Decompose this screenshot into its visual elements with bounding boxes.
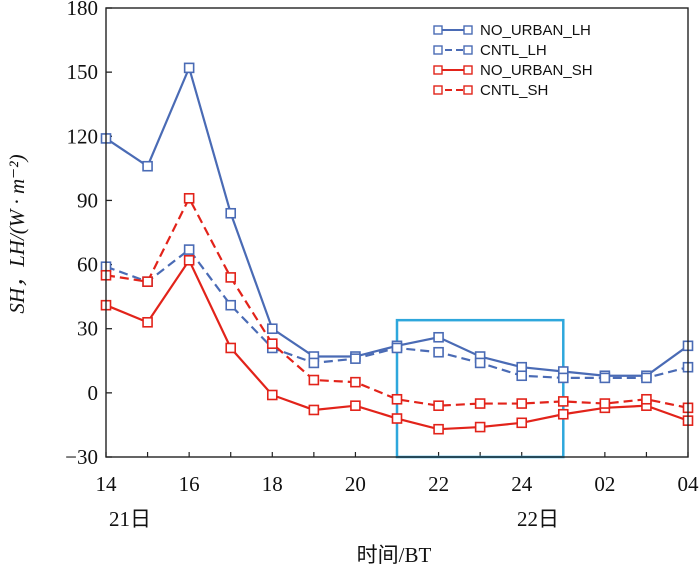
x-tick-label: 02 xyxy=(594,472,615,496)
data-point xyxy=(142,276,153,287)
x-tick-label: 18 xyxy=(262,472,283,496)
data-point xyxy=(474,421,486,433)
legend-marker xyxy=(433,25,443,35)
data-point xyxy=(557,372,569,384)
legend-label: NO_URBAN_LH xyxy=(480,22,591,39)
data-point xyxy=(516,398,528,409)
plot-frame xyxy=(105,7,689,458)
data-point xyxy=(391,393,403,405)
data-point xyxy=(599,398,611,409)
data-point xyxy=(183,254,195,266)
legend-label: CNTL_SH xyxy=(480,82,548,99)
y-axis-ticks: 180 150 120 90 60 30 0 −30 xyxy=(65,0,112,469)
legend-marker xyxy=(463,65,473,75)
data-point xyxy=(433,400,444,411)
data-point xyxy=(308,404,320,416)
data-point xyxy=(350,400,361,411)
data-point xyxy=(433,346,444,358)
legend-marker xyxy=(463,85,473,95)
data-point xyxy=(225,342,237,354)
x-tick-label: 04 xyxy=(678,472,700,496)
data-point xyxy=(433,331,444,343)
series-cntl-lh xyxy=(100,244,694,384)
data-point xyxy=(474,357,486,369)
data-point xyxy=(391,413,403,424)
data-point xyxy=(350,376,361,388)
data-point xyxy=(516,417,528,429)
data-point xyxy=(391,342,403,354)
y-tick-label: 90 xyxy=(77,188,98,212)
data-point xyxy=(557,396,569,407)
y-tick-label: 0 xyxy=(88,381,99,405)
data-point xyxy=(516,361,528,373)
data-point xyxy=(557,408,569,420)
x-tick-label: 24 xyxy=(511,472,533,496)
y-tick-label: 120 xyxy=(67,124,99,148)
data-point xyxy=(225,272,237,283)
data-point xyxy=(183,192,195,204)
legend-label: CNTL_LH xyxy=(480,42,547,59)
data-point xyxy=(142,160,153,172)
date-label-22: 22日 xyxy=(517,507,559,531)
x-tick-label: 20 xyxy=(345,472,366,496)
x-tick-label: 16 xyxy=(179,472,200,496)
data-point xyxy=(641,372,652,384)
y-tick-label: 150 xyxy=(67,60,99,84)
series-cntl-sh xyxy=(100,192,694,414)
x-tick-label: 14 xyxy=(96,472,118,496)
legend-marker xyxy=(433,45,443,55)
data-point xyxy=(183,244,195,255)
y-tick-label: 30 xyxy=(77,317,98,341)
data-point xyxy=(225,299,237,311)
series-layer xyxy=(100,62,694,435)
x-axis-ticks: 14 16 18 20 22 24 02 04 xyxy=(96,452,700,496)
data-point xyxy=(266,389,278,401)
legend-marker xyxy=(433,85,443,95)
data-point xyxy=(474,398,486,409)
y-tick-label: 180 xyxy=(67,0,99,20)
data-point xyxy=(266,338,278,349)
data-point xyxy=(516,370,528,382)
data-point xyxy=(266,323,278,335)
y-tick-label: 60 xyxy=(77,253,98,277)
x-axis-title: 时间/BT xyxy=(357,543,432,567)
legend-marker xyxy=(463,45,473,55)
data-point xyxy=(433,423,444,435)
date-label-21: 21日 xyxy=(109,507,151,531)
data-point xyxy=(225,207,237,219)
data-point xyxy=(308,374,320,386)
data-point xyxy=(350,353,361,364)
legend: NO_URBAN_LH CNTL_LH NO_URBAN_SH CNTL_SH xyxy=(433,22,593,99)
x-tick-label: 22 xyxy=(428,472,449,496)
data-point xyxy=(183,62,195,74)
legend-label: NO_URBAN_SH xyxy=(480,62,593,79)
legend-marker xyxy=(463,25,473,35)
data-point xyxy=(308,357,320,369)
legend-marker xyxy=(433,65,443,75)
data-point xyxy=(599,372,611,384)
data-point xyxy=(641,393,652,405)
data-point xyxy=(142,316,153,328)
y-axis-title: SH，LH/(W · m⁻²) xyxy=(5,154,29,313)
y-tick-label: −30 xyxy=(65,445,98,469)
